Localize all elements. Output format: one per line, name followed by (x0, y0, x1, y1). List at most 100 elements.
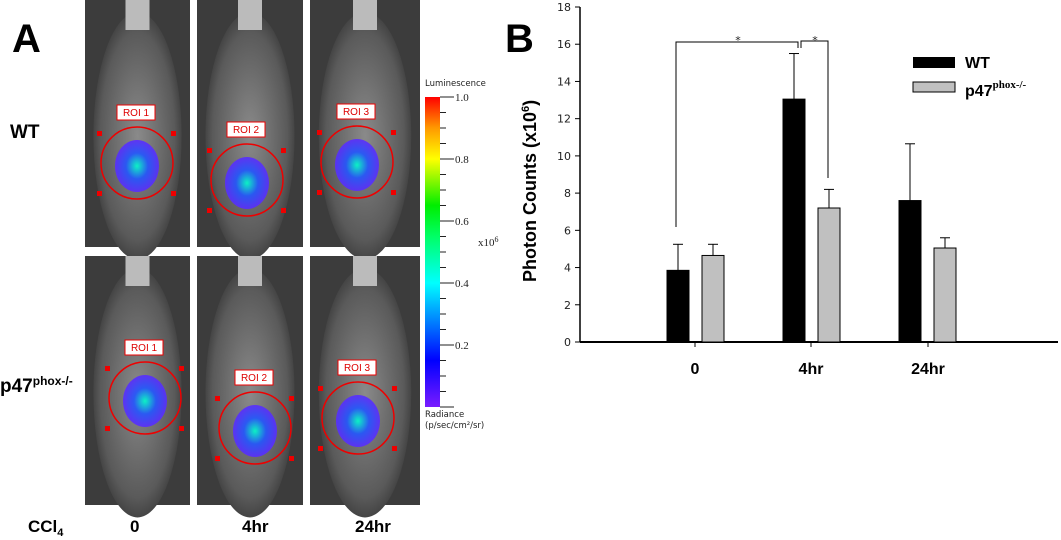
y-tick-label: 8 (564, 187, 571, 200)
roi-handle (215, 456, 220, 461)
column-label-0: 0 (130, 517, 139, 536)
roi-circle (210, 143, 284, 217)
roi-label: ROI 2 (241, 373, 268, 384)
colorbar-unit-2: (p/sec/cm²/sr) (425, 421, 484, 431)
y-tick-label: 2 (564, 299, 571, 312)
roi-circle (100, 126, 174, 200)
bar-p47 (933, 247, 957, 343)
bar-p47 (817, 207, 841, 343)
legend-label-p47: p47phox-/- (965, 79, 1027, 100)
nose-cone (125, 0, 150, 30)
roi-handle (179, 426, 184, 431)
y-tick-label: 16 (557, 38, 571, 51)
panel-a-label: A (12, 17, 41, 61)
row-label-wt: WT (10, 122, 40, 143)
luminescence-signal (233, 405, 277, 457)
roi-handle (317, 130, 322, 135)
roi-label-box (234, 369, 274, 386)
roi-handle (318, 386, 323, 391)
roi-handle (207, 208, 212, 213)
roi-handle (171, 131, 176, 136)
nose-cone (125, 256, 150, 286)
y-tick-label: 14 (557, 75, 571, 88)
bioluminescence-images: ROI 1 ROI 2 ROI 3 ROI 1 ROI 2 ROI 3 (85, 0, 420, 518)
y-tick-label: 10 (557, 150, 571, 163)
panel-b-label: B (505, 17, 534, 61)
roi-handle (97, 131, 102, 136)
roi-handle (391, 130, 396, 135)
colorbar-title: Luminescence (425, 79, 486, 89)
luminescence-signal (123, 375, 167, 427)
roi-handle (317, 190, 322, 195)
roi-label: ROI 3 (344, 363, 371, 374)
roi-label-box (124, 339, 164, 356)
significance-bracket (675, 41, 799, 227)
roi-handle (289, 396, 294, 401)
bar-wt (898, 200, 922, 343)
y-tick-label: 0 (564, 336, 571, 349)
roi-handle (318, 446, 323, 451)
colorbar-ticks: 1.0 0.8 0.6 0.4 0.2 (440, 92, 469, 408)
colorbar (425, 97, 440, 407)
roi-circle (108, 361, 182, 435)
y-tick-label: 4 (564, 262, 571, 275)
nose-cone (353, 0, 377, 30)
roi-handle (97, 191, 102, 196)
roi-label: ROI 3 (343, 107, 370, 118)
bar-chart: 0 2 4 6 8 10 12 14 16 18 0 4hr 24hr * * WT p47phox-/- (557, 1, 1058, 378)
roi-circle (321, 381, 395, 455)
row-label-p47: p47phox-/- (0, 374, 73, 397)
colorbar-tick-label: 1.0 (455, 92, 469, 104)
x-tick-label: 24hr (911, 361, 945, 378)
x-tick-label: 4hr (799, 361, 824, 378)
mouse-body (318, 12, 412, 260)
legend-swatch-p47 (912, 81, 956, 93)
colorbar-multiplier: x106 (478, 235, 499, 249)
significance-bracket (800, 40, 829, 178)
significance-star: * (735, 34, 741, 47)
roi-handle (392, 446, 397, 451)
luminescence-signal (225, 157, 269, 209)
bar-wt (666, 269, 690, 343)
roi-handle (215, 396, 220, 401)
roi-handle (171, 191, 176, 196)
luminescence-signal (335, 139, 379, 191)
bar-p47 (701, 254, 725, 343)
colorbar-tick-label: 0.2 (455, 340, 469, 352)
y-tick-label: 6 (564, 224, 571, 237)
nose-cone (238, 256, 262, 286)
column-label-24hr: 24hr (355, 517, 391, 536)
roi-handle (281, 148, 286, 153)
roi-handle (289, 456, 294, 461)
treatment-label: CCl4 (28, 517, 64, 539)
y-tick-label: 18 (557, 1, 571, 14)
colorbar-tick-label: 0.6 (455, 216, 469, 228)
nose-cone (353, 256, 377, 286)
roi-label-box (337, 359, 377, 376)
roi-handle (179, 366, 184, 371)
roi-label: ROI 2 (233, 125, 260, 136)
roi-handle (105, 366, 110, 371)
roi-label-box (226, 121, 266, 138)
luminescence-signal (115, 140, 159, 192)
legend-swatch-wt (913, 57, 955, 68)
roi-label-box (336, 103, 376, 120)
significance-star: * (812, 34, 818, 47)
column-label-4hr: 4hr (242, 517, 269, 536)
nose-cone (238, 0, 262, 30)
y-tick-label: 12 (557, 113, 571, 126)
mouse-body (318, 268, 412, 518)
roi-circle (320, 125, 394, 199)
colorbar-tick-label: 0.4 (455, 278, 469, 290)
bar-wt (782, 98, 806, 343)
legend-label-wt: WT (965, 55, 990, 72)
roi-label: ROI 1 (123, 108, 150, 119)
roi-handle (281, 208, 286, 213)
roi-circle (218, 391, 292, 465)
colorbar-tick-label: 0.8 (455, 154, 469, 166)
mouse-body (93, 12, 182, 260)
roi-handle (105, 426, 110, 431)
colorbar-unit-1: Radiance (425, 410, 464, 420)
y-axis-label: Photon Counts (x106) (520, 100, 540, 282)
